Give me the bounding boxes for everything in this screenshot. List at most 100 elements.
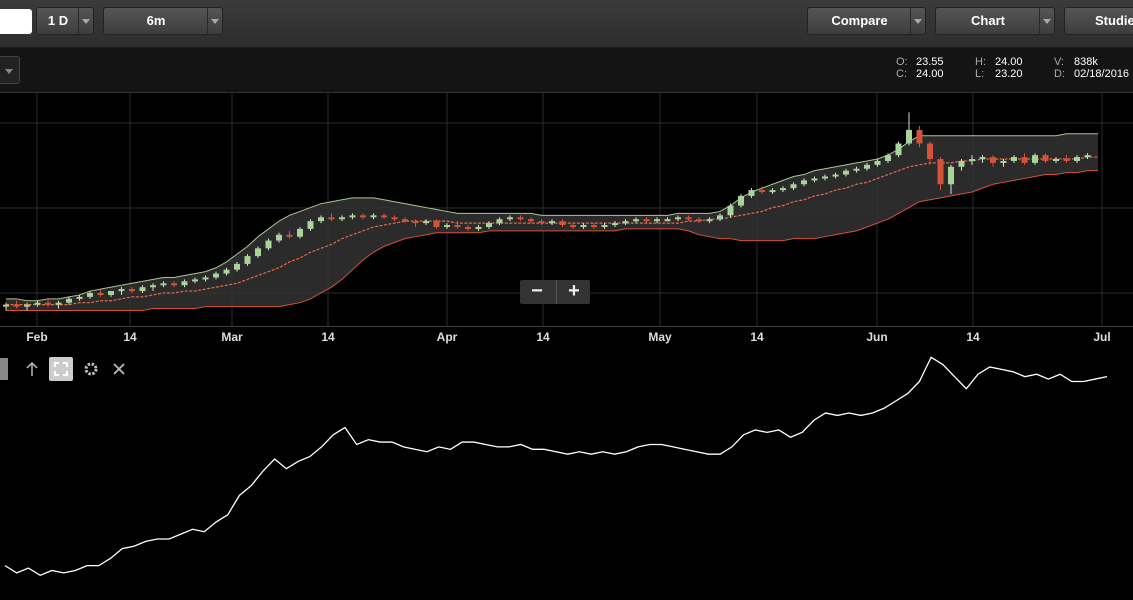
- expand-icon[interactable]: [49, 357, 73, 381]
- candle-body: [1000, 160, 1007, 163]
- candle-body: [874, 160, 881, 165]
- candle: [244, 254, 251, 266]
- candle: [129, 287, 135, 293]
- close-icon[interactable]: [109, 358, 129, 380]
- interval-select[interactable]: 1 D: [36, 7, 94, 35]
- candle: [276, 232, 282, 243]
- candle: [633, 217, 639, 224]
- candle-body: [811, 178, 818, 181]
- candle-body: [895, 143, 902, 156]
- study-panel[interactable]: [0, 345, 1133, 595]
- compare-button[interactable]: Compare: [807, 7, 926, 35]
- chart-type-label: Chart: [971, 13, 1005, 28]
- candle-body: [780, 188, 786, 191]
- candle: [1032, 153, 1038, 165]
- x-axis-tick-label: 14: [750, 330, 764, 344]
- candle: [727, 203, 734, 218]
- candle: [223, 267, 230, 276]
- candle-body: [853, 168, 860, 171]
- candle-body: [276, 234, 282, 241]
- candle: [717, 213, 723, 222]
- range-select[interactable]: 6m: [103, 7, 223, 35]
- candle-body: [118, 289, 125, 292]
- x-axis-tick-label: May: [648, 330, 672, 344]
- candle-body: [801, 180, 807, 185]
- x-axis: Feb 14 Mar 14 Apr 14 May 14 Jun 14 Jul: [0, 326, 1133, 346]
- candle-body: [549, 221, 555, 224]
- info-bar: O: 23.55 C: 24.00 H: 24.00 L: 23.20 V: 8…: [0, 48, 1133, 93]
- price-chart[interactable]: − +: [0, 93, 1133, 326]
- candle-body: [318, 217, 324, 222]
- candle: [181, 279, 188, 288]
- candle: [549, 219, 555, 226]
- candle-body: [580, 225, 587, 228]
- candle-body: [213, 273, 219, 278]
- candle: [55, 300, 62, 309]
- candle-body: [717, 215, 723, 220]
- zoom-control: − +: [520, 280, 590, 304]
- candle-body: [97, 292, 104, 295]
- candle-body: [34, 302, 41, 305]
- candle-body: [234, 263, 240, 270]
- candle-body: [45, 302, 51, 305]
- candle-body: [349, 215, 356, 218]
- candle: [948, 164, 954, 194]
- candle-body: [444, 225, 450, 228]
- candle-body: [759, 190, 765, 193]
- candle-body: [391, 217, 398, 220]
- candle-body: [297, 228, 303, 237]
- chevron-down-icon: [5, 69, 13, 74]
- candle: [402, 217, 408, 224]
- candle: [664, 217, 671, 222]
- candle: [255, 246, 261, 259]
- candle-body: [864, 164, 870, 169]
- open-readout: O: 23.55: [896, 56, 944, 68]
- chart-type-dropdown[interactable]: [1039, 8, 1054, 34]
- candle-body: [1084, 155, 1091, 158]
- candle-body: [570, 225, 576, 228]
- candle: [916, 126, 923, 148]
- candle-body: [622, 221, 629, 224]
- candle-body: [244, 256, 251, 264]
- x-axis-tick-label: Jun: [866, 330, 888, 344]
- candle: [150, 283, 156, 292]
- candle-body: [223, 269, 230, 274]
- candle-body: [454, 225, 461, 228]
- candle: [1000, 159, 1007, 167]
- candle: [759, 186, 765, 194]
- candle-body: [927, 143, 933, 160]
- candle: [192, 277, 198, 284]
- candle: [1053, 157, 1059, 163]
- candle-body: [832, 174, 839, 177]
- candle-body: [906, 129, 912, 144]
- candle-body: [612, 223, 618, 226]
- candle-body: [528, 219, 534, 222]
- candle: [381, 213, 387, 220]
- candle-body: [412, 221, 419, 224]
- interval-dropdown[interactable]: [78, 8, 93, 34]
- chart-type-button[interactable]: Chart: [935, 7, 1055, 35]
- chevron-down-icon: [211, 19, 219, 24]
- candle: [13, 300, 20, 309]
- candle: [811, 176, 818, 183]
- candle-body: [328, 217, 335, 220]
- candle-body: [3, 304, 9, 307]
- panel-dropdown[interactable]: [0, 56, 20, 84]
- x-axis-tick-label: 14: [321, 330, 335, 344]
- candle-body: [286, 234, 293, 237]
- square-icon[interactable]: [0, 358, 8, 380]
- arrow-up-icon[interactable]: [22, 358, 42, 380]
- zoom-in-button[interactable]: +: [556, 280, 591, 304]
- range-dropdown[interactable]: [207, 8, 222, 34]
- gear-icon[interactable]: [81, 358, 101, 380]
- compare-dropdown[interactable]: [910, 8, 925, 34]
- candle: [118, 287, 125, 295]
- candle-body: [139, 287, 146, 292]
- symbol-input[interactable]: [0, 9, 32, 34]
- zoom-out-button[interactable]: −: [531, 280, 543, 302]
- studies-button[interactable]: Studies: [1064, 7, 1133, 35]
- candle-body: [433, 221, 440, 227]
- candle: [360, 213, 366, 220]
- candle-body: [591, 225, 597, 228]
- candle: [622, 219, 629, 226]
